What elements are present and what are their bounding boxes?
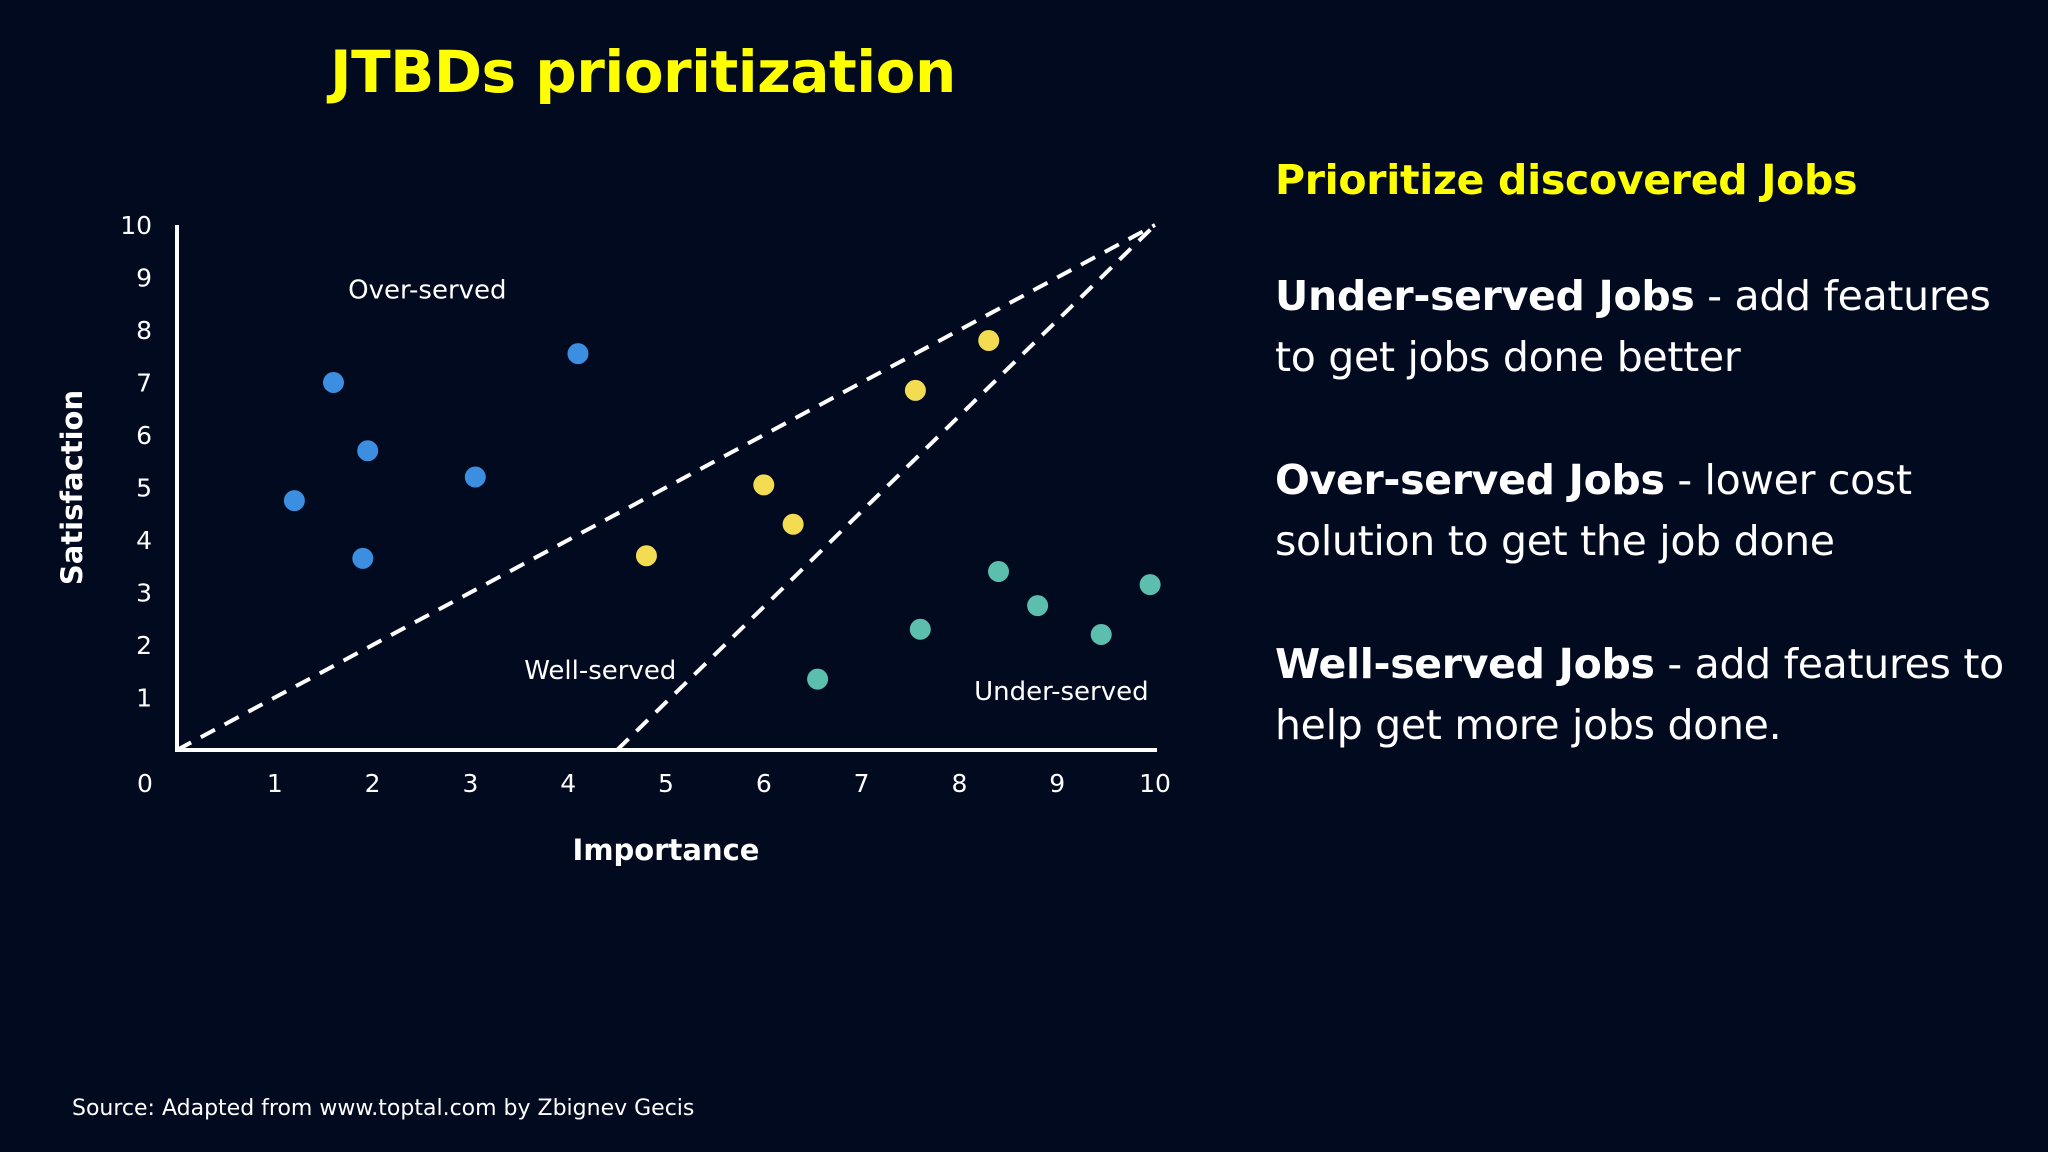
side-panel-item-well-served: Well-served Jobs - add features to help … [1275, 634, 2035, 756]
x-axis-title: Importance [573, 833, 760, 867]
data-point [753, 474, 775, 496]
data-point [567, 343, 589, 365]
data-point [322, 372, 344, 393]
x-tick-label: 6 [756, 769, 772, 798]
y-tick-label: 4 [136, 526, 152, 555]
x-tick-label: 8 [951, 769, 967, 798]
side-panel-item-text: - lower cost solution to get the job don… [1275, 456, 1912, 565]
y-tick-label: 9 [136, 264, 152, 293]
x-tick-label: 9 [1049, 769, 1065, 798]
data-point [352, 547, 374, 569]
y-axis-title: Satisfaction [55, 390, 89, 585]
side-panel-item-text: - add features to get jobs done better [1275, 272, 1991, 381]
data-point [807, 668, 829, 690]
slide-title: JTBDs prioritization [330, 38, 956, 106]
data-point [988, 561, 1010, 582]
x-tick-label: 4 [560, 769, 576, 798]
data-point [1027, 595, 1049, 617]
x-tick-label: 7 [854, 769, 870, 798]
data-point [357, 440, 379, 462]
region-label: Under-served [974, 677, 1149, 707]
region-label: Over-served [348, 276, 506, 306]
side-panel-item-over-served: Over-served Jobs - lower cost solution t… [1275, 450, 2035, 572]
side-panel-item-title: Over-served Jobs [1275, 456, 1665, 504]
y-tick-label: 6 [136, 421, 152, 450]
side-panel: Prioritize discovered Jobs Under-served … [1275, 156, 2035, 818]
data-point [904, 379, 926, 401]
side-panel-heading: Prioritize discovered Jobs [1275, 156, 1858, 204]
side-panel-item-under-served: Under-served Jobs - add features to get … [1275, 266, 2035, 388]
data-point [283, 490, 305, 512]
source-note: Source: Adapted from www.toptal.com by Z… [72, 1096, 695, 1121]
y-tick-label: 7 [136, 369, 152, 398]
x-tick-label: 3 [462, 769, 478, 798]
data-point [909, 618, 931, 640]
y-tick-label: 3 [136, 579, 152, 608]
data-point [1139, 574, 1161, 596]
side-panel-item-text: - add features to help get more jobs don… [1275, 640, 2004, 749]
x-tick-label: 10 [1139, 769, 1171, 798]
side-panel-item-title: Well-served Jobs [1275, 640, 1655, 688]
divider-line [176, 223, 1156, 752]
y-tick-label: 8 [136, 316, 152, 345]
y-tick-label: 10 [120, 211, 152, 240]
data-point [464, 466, 486, 488]
x-tick-label: 5 [658, 769, 674, 798]
x-tick-label: 2 [365, 769, 381, 798]
data-point [978, 330, 1000, 351]
data-point [782, 513, 804, 535]
divider-line [615, 223, 1157, 752]
data-point [1090, 624, 1112, 645]
y-tick-label: 2 [136, 631, 152, 660]
scatter-chart: 0 1 2 3 4 5 6 7 8 9 10 1 2 3 4 5 6 7 8 9 10 Importance Satisfa… [55, 211, 1171, 867]
data-point [635, 545, 657, 567]
y-tick-label: 1 [136, 684, 152, 713]
x-tick-label: 1 [267, 769, 283, 798]
region-label: Well-served [524, 656, 676, 686]
side-panel-item-title: Under-served Jobs [1275, 272, 1695, 320]
x-tick-label: 0 [137, 769, 153, 798]
y-tick-label: 5 [136, 474, 152, 503]
